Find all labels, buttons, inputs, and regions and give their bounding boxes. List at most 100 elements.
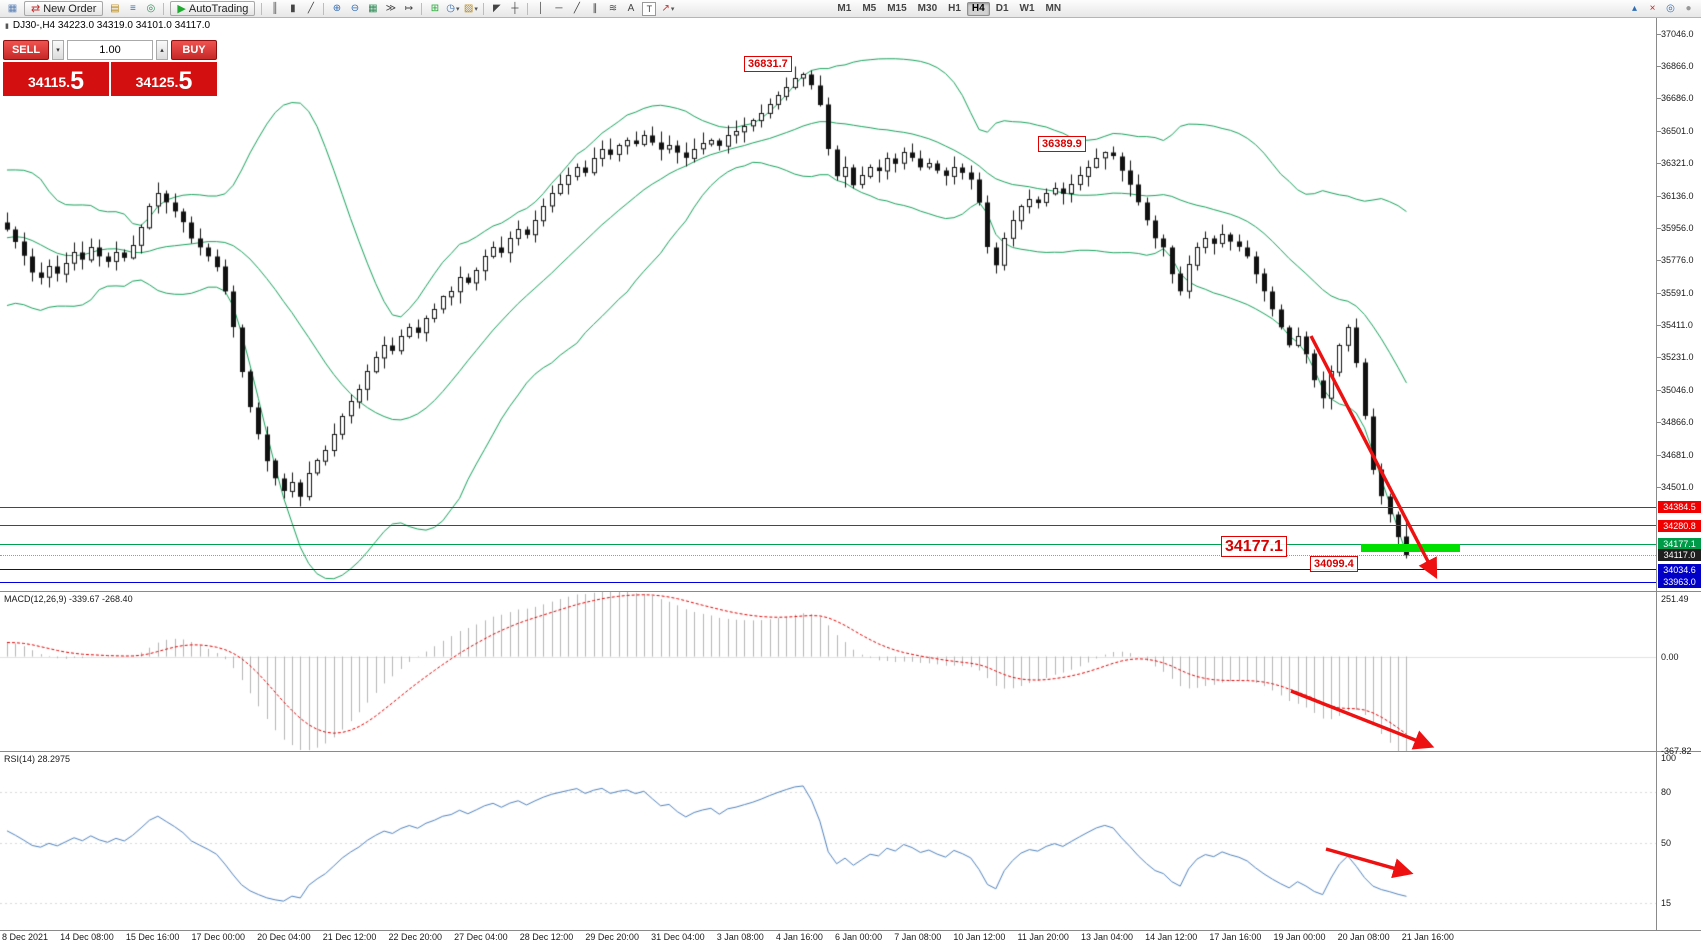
channel-icon[interactable]: ∥ [592, 3, 598, 14]
price-axis-tickmark [1657, 389, 1661, 391]
bar-chart-icon[interactable]: ║ [271, 3, 279, 14]
crosshair-icon[interactable]: ┼ [511, 3, 519, 14]
time-axis-label: 14 Dec 08:00 [60, 932, 114, 942]
text-label-icon[interactable]: A [627, 3, 635, 14]
text-box-icon[interactable]: T [642, 1, 657, 16]
navigator-icon[interactable]: ◎ [146, 3, 156, 14]
zoom-in-icon[interactable]: ⊕ [332, 3, 342, 14]
volume-increase-button[interactable]: ▴ [156, 40, 168, 60]
new-chart-icon[interactable]: ▦ [7, 3, 18, 14]
price-callout: 34177.1 [1221, 536, 1287, 557]
rsi-axis-label: 50 [1661, 838, 1672, 848]
timeframe-w1[interactable]: W1 [1015, 2, 1040, 16]
chart-profiles-icon[interactable]: ▤ [110, 3, 120, 14]
time-axis-label: 31 Dec 04:00 [651, 932, 705, 942]
toolbar-separator [261, 2, 263, 15]
auto-scroll-icon[interactable]: ≫ [385, 3, 397, 14]
timeframe-m5[interactable]: M5 [857, 2, 881, 16]
new-order-button[interactable]: ⇄ New Order [24, 1, 104, 16]
rsi-canvas[interactable] [0, 752, 1656, 929]
timeframe-mn[interactable]: MN [1041, 2, 1067, 16]
price-hline[interactable] [0, 569, 1656, 571]
tile-windows-icon[interactable]: ▦ [368, 3, 378, 14]
price-hline[interactable] [0, 543, 1656, 545]
new-order-button-icon: ⇄ [31, 3, 41, 15]
rsi-panel-splitter[interactable] [0, 751, 1701, 752]
price-axis-tickmark [1657, 292, 1661, 294]
symbol-ohlc-text: DJ30-,H4 34223.0 34319.0 34101.0 34117.0 [12, 20, 211, 31]
timeframe-m30[interactable]: M30 [913, 2, 942, 16]
dropdown-caret-icon: ▾ [456, 5, 460, 13]
price-axis-tick: 35776.0 [1661, 254, 1694, 265]
macd-panel-splitter[interactable] [0, 591, 1701, 592]
timeframe-h1[interactable]: H1 [943, 2, 966, 16]
sell-price[interactable]: 34115. 5 [3, 62, 109, 96]
time-axis[interactable]: 8 Dec 2021 14 Dec 08:00 15 Dec 16:00 17 Dec… [0, 930, 1701, 943]
timeframe-m1[interactable]: M1 [832, 2, 856, 16]
autotrading-button-label: AutoTrading [188, 2, 249, 15]
arrows-tool-icon[interactable]: ↗ ▾ [661, 3, 675, 14]
toolbar-separator [323, 2, 325, 15]
price-callout: 34099.4 [1310, 556, 1358, 572]
autotrading-button[interactable]: ▶ AutoTrading [170, 1, 256, 16]
price-axis-tickmark [1657, 162, 1661, 164]
price-axis-tickmark [1657, 97, 1661, 99]
timeframe-d1[interactable]: D1 [991, 2, 1014, 16]
price-hline[interactable] [0, 525, 1656, 527]
rsi-axis-label: 15 [1661, 897, 1672, 908]
line-chart-icon[interactable]: ╱ [307, 3, 314, 14]
scroll-up-icon[interactable]: ▴ [1631, 3, 1638, 14]
cursor-icon[interactable]: ◤ [493, 3, 501, 14]
market-watch-icon[interactable]: ≡ [129, 3, 136, 14]
price-hline[interactable] [0, 506, 1656, 508]
price-axis-line [1656, 18, 1657, 930]
time-axis-label: 20 Dec 04:00 [257, 932, 311, 942]
indicators-icon[interactable]: ⊞ [430, 3, 440, 14]
toolbar-separator [163, 2, 165, 15]
account-icon[interactable]: ● [1685, 3, 1692, 14]
time-axis-labels: 8 Dec 2021 14 Dec 08:00 15 Dec 16:00 17 Dec… [2, 931, 1454, 942]
sell-button[interactable]: SELL [3, 40, 49, 60]
macd-axis-label: -367.82 [1661, 746, 1692, 756]
buy-price-main: 34125. [135, 74, 179, 90]
price-axis-badge: 34384.5 [1658, 501, 1701, 513]
time-axis-label: 17 Dec 00:00 [191, 932, 246, 942]
time-axis-label: 27 Dec 04:00 [454, 932, 508, 942]
time-axis-label: 15 Dec 16:00 [125, 932, 180, 942]
search-icon[interactable]: ◎ [1666, 3, 1675, 14]
timeframe-h4[interactable]: H4 [966, 1, 990, 16]
volume-decrease-button[interactable]: ▾ [52, 40, 64, 60]
chart-symbol-header: ▮ DJ30-,H4 34223.0 34319.0 34101.0 34117… [5, 20, 210, 31]
periods-icon[interactable]: ◷ ▾ [446, 3, 460, 14]
price-chart-canvas[interactable] [0, 18, 1656, 591]
price-hline[interactable] [0, 581, 1656, 583]
price-axis-tick: 36136.0 [1661, 190, 1694, 201]
price-callout: 36831.7 [744, 56, 792, 72]
buy-button[interactable]: BUY [171, 40, 217, 60]
chart-bar-icon: ▮ [5, 22, 9, 30]
price-axis-tick: 36866.0 [1661, 60, 1694, 71]
fibonacci-icon[interactable]: ≋ [608, 3, 618, 14]
price-axis-tickmark [1657, 486, 1661, 488]
buy-price[interactable]: 34125. 5 [111, 62, 217, 96]
support-segment[interactable] [1361, 544, 1460, 552]
candlestick-chart-icon[interactable]: ▮ [290, 3, 296, 14]
timeframe-group: M1 M5 M15 M30 H1 H4 D1 W1 MN [832, 1, 1067, 16]
dropdown-caret-icon: ▾ [670, 5, 675, 13]
horizontal-line-icon[interactable]: ─ [555, 3, 563, 14]
volume-input[interactable] [67, 40, 153, 60]
macd-canvas[interactable] [0, 592, 1656, 751]
close-icon[interactable]: × [1649, 3, 1656, 14]
price-axis[interactable] [1657, 18, 1701, 930]
time-axis-label: 3 Jan 08:00 [716, 932, 764, 942]
price-axis-tick: 36321.0 [1661, 157, 1694, 168]
zoom-out-icon[interactable]: ⊖ [350, 3, 360, 14]
templates-icon[interactable]: ▨ ▾ [463, 3, 478, 14]
timeframe-m15[interactable]: M15 [882, 2, 911, 16]
chart-shift-icon[interactable]: ↦ [404, 3, 414, 14]
trendline-icon[interactable]: ╱ [573, 3, 580, 14]
macd-axis-label: 0.00 [1661, 651, 1679, 662]
price-hline[interactable] [0, 554, 1656, 556]
vertical-line-icon[interactable]: │ [537, 3, 545, 14]
